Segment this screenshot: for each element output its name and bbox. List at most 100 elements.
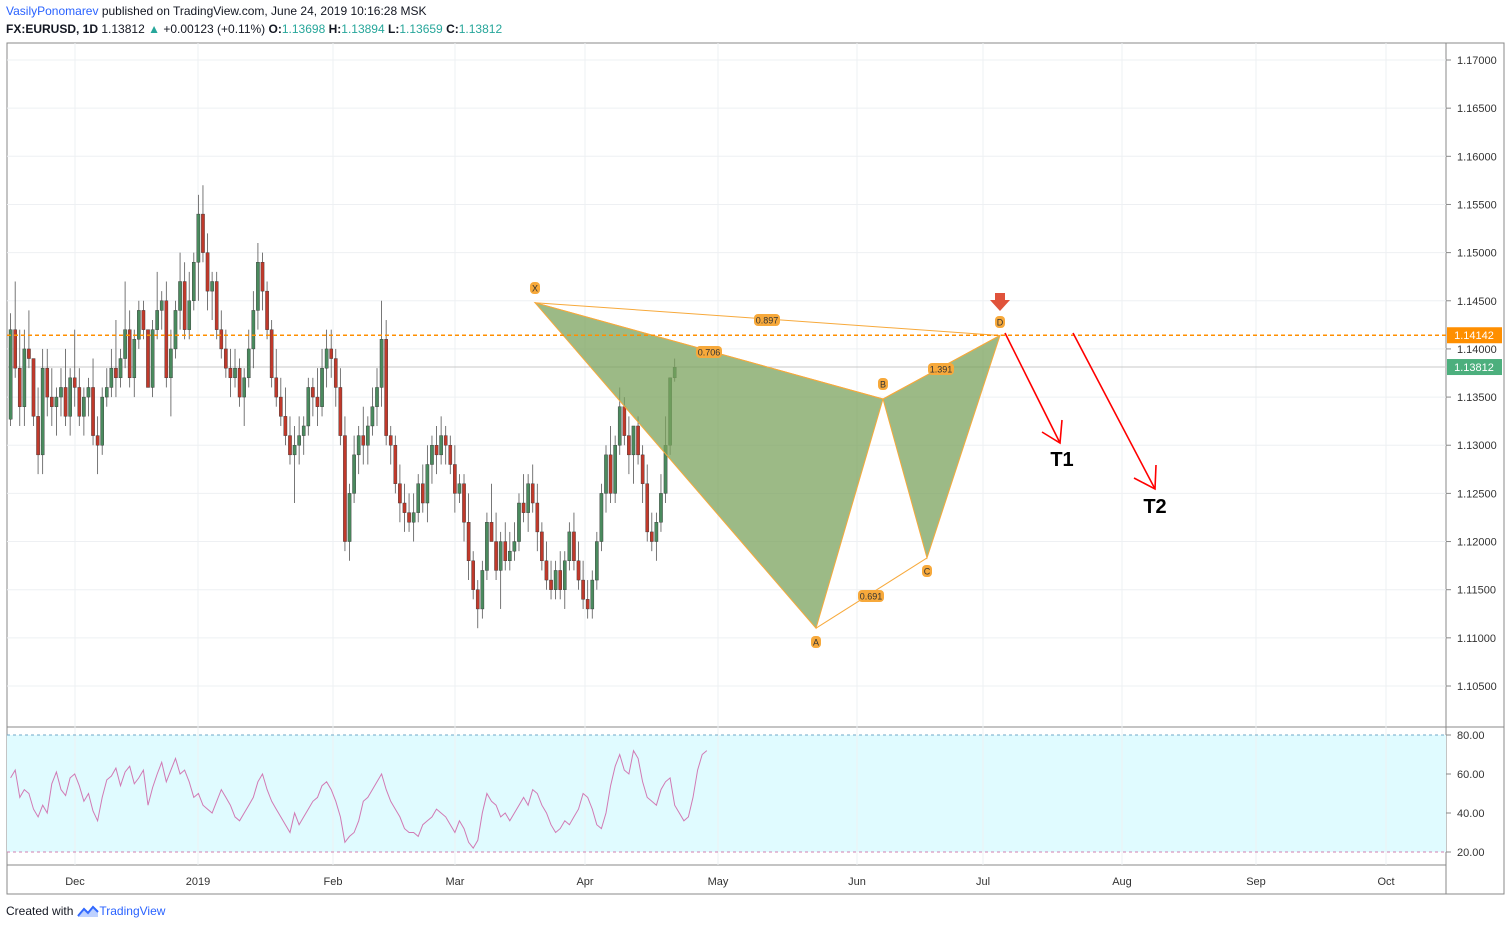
harmonic-pattern: X A B C D 0.897 0.706 0.691 1.391 <box>530 282 1005 648</box>
candle-down <box>141 310 146 330</box>
time-tick-label: Sep <box>1246 876 1266 888</box>
candle-down <box>608 454 613 494</box>
candle-up <box>498 541 503 571</box>
rsi-tick-label: 80.00 <box>1457 730 1485 742</box>
pattern-point-label: A <box>813 638 819 648</box>
candle-up <box>411 512 416 523</box>
candle-up <box>123 329 127 359</box>
candle-down <box>530 483 535 504</box>
candle-up <box>191 262 196 301</box>
level-price-label: 1.14142 <box>1454 330 1494 342</box>
time-tick-label: Feb <box>324 876 343 888</box>
target-arrow-2 <box>1072 332 1156 490</box>
tradingview-logo[interactable]: TradingView <box>77 904 165 918</box>
rsi-tick-label: 60.00 <box>1457 769 1485 781</box>
candle-down <box>448 445 453 465</box>
candle-up <box>379 339 384 388</box>
candle-up <box>306 387 311 427</box>
level-price-label-bg <box>1447 327 1502 344</box>
candle-up <box>347 493 352 542</box>
candle-up <box>599 493 604 542</box>
time-tick-label: Dec <box>65 876 85 888</box>
candle-up <box>155 310 159 330</box>
last-price-label-bg <box>1447 359 1502 376</box>
candle-up <box>457 483 462 494</box>
ratio-label: 0.897 <box>756 316 779 326</box>
candle-down <box>475 589 480 610</box>
candle-down <box>453 464 457 494</box>
candle-down <box>237 367 242 398</box>
candle-down <box>36 416 40 456</box>
pattern-point-label: D <box>997 318 1004 328</box>
candle-down <box>434 445 439 456</box>
pattern-point-badge <box>995 316 1005 328</box>
candle-down <box>535 502 540 533</box>
candle-down <box>283 416 288 436</box>
candle-down <box>269 329 274 379</box>
price-tick-label: 1.12500 <box>1457 488 1497 500</box>
ratio-badge <box>696 346 722 358</box>
candle-up <box>356 435 361 456</box>
candle-up <box>613 445 617 494</box>
candle-down <box>50 396 54 407</box>
candle-up <box>590 579 595 610</box>
candle-down <box>558 570 562 590</box>
target-arrow-1 <box>1004 332 1061 444</box>
price-tick-label: 1.14000 <box>1457 344 1497 356</box>
last-price-label: 1.13812 <box>1454 362 1494 374</box>
candle-down <box>384 339 388 436</box>
time-tick-label: Mar <box>446 876 465 888</box>
candle-down <box>521 502 526 513</box>
candle-up <box>352 454 356 494</box>
close-label: C: <box>446 22 459 36</box>
candle-up <box>187 300 192 330</box>
pattern-point-badge <box>922 565 932 577</box>
candle-down <box>393 445 398 484</box>
candle-down <box>645 483 650 533</box>
candle-up <box>109 367 114 388</box>
candle-up <box>485 522 489 571</box>
pattern-point-label: X <box>532 284 538 294</box>
candle-down <box>31 358 36 417</box>
chart-frame <box>6 42 1505 895</box>
target-label-t2: T2 <box>1143 496 1166 518</box>
candle-down <box>274 377 279 398</box>
candle-up <box>54 396 59 407</box>
time-tick-label: Oct <box>1377 876 1394 888</box>
candle-up <box>178 281 182 311</box>
candle-up <box>320 367 324 407</box>
candle-up <box>137 310 141 340</box>
candle-up <box>604 454 608 494</box>
high-value: 1.13894 <box>341 22 385 36</box>
close-value: 1.13812 <box>458 22 503 36</box>
candle-down <box>462 483 466 523</box>
candle-up <box>159 300 164 311</box>
candle-down <box>201 213 205 253</box>
candle-down <box>224 348 228 369</box>
candle-up <box>86 387 91 398</box>
candle-up <box>366 425 370 446</box>
footer: Created with TradingView <box>6 904 165 918</box>
annotations: 1.14142 1.13812 T1 T2 <box>7 293 1502 518</box>
candle-down <box>164 300 169 379</box>
rsi-indicator <box>7 734 1446 853</box>
candle-down <box>45 367 50 398</box>
publish-info: VasilyPonomarev published on TradingView… <box>6 4 427 18</box>
symbol-name: FX:EURUSD, 1D <box>6 22 99 36</box>
candle-down <box>622 406 627 436</box>
candle-down <box>214 281 219 330</box>
candle-up <box>82 396 86 417</box>
author-link[interactable]: VasilyPonomarev <box>6 4 99 18</box>
candle-up <box>526 483 530 513</box>
candle-down <box>17 367 22 407</box>
candle-down <box>72 377 77 388</box>
rsi-band <box>7 735 1446 852</box>
candle-up <box>562 560 567 590</box>
candle-up <box>659 493 663 523</box>
candle-down <box>333 358 338 388</box>
published-text: published on TradingView.com, June 24, 2… <box>101 4 427 18</box>
candle-up <box>439 435 443 456</box>
candle-down <box>205 252 210 292</box>
candle-up <box>617 406 622 446</box>
